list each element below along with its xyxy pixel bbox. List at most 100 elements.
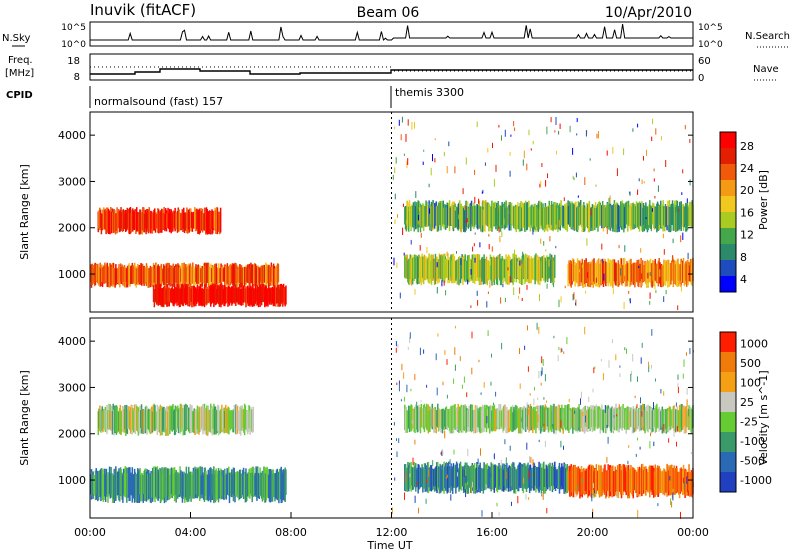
- echo-column: [420, 206, 423, 228]
- echo-column: [502, 203, 504, 225]
- noise-point: [409, 337, 411, 343]
- echo-column: [571, 466, 573, 493]
- echo-column: [660, 411, 662, 430]
- noise-point: [500, 297, 502, 304]
- echo-column: [428, 468, 430, 488]
- echo-column: [563, 408, 565, 427]
- echo-column: [230, 263, 233, 282]
- echo-column: [221, 267, 223, 283]
- noise-point: [509, 170, 511, 177]
- echo-column: [630, 408, 633, 427]
- noise-point: [663, 296, 665, 302]
- echo-column: [590, 207, 592, 232]
- echo-column: [173, 467, 176, 502]
- echo-column: [279, 284, 282, 307]
- echo-column: [163, 264, 165, 286]
- echo-column: [271, 286, 274, 303]
- echo-column: [655, 405, 657, 432]
- echo-column: [161, 406, 163, 436]
- echo-column: [540, 202, 543, 226]
- echo-column: [275, 286, 277, 307]
- noise-point: [484, 162, 486, 166]
- noise-point: [604, 405, 606, 413]
- echo-column: [644, 206, 646, 230]
- echo-column: [608, 262, 611, 283]
- echo-column: [663, 206, 665, 226]
- noise-point: [677, 305, 679, 311]
- echo-column: [517, 261, 519, 279]
- echo-column: [407, 202, 409, 230]
- echo-column: [418, 469, 421, 489]
- echo-column: [492, 405, 495, 430]
- noise-point: [542, 492, 544, 500]
- noise-point: [394, 219, 396, 224]
- echo-column: [677, 409, 679, 432]
- echo-column: [542, 405, 544, 427]
- echo-column: [529, 464, 532, 491]
- echo-column: [602, 468, 605, 491]
- echo-column: [565, 405, 567, 431]
- echo-column: [568, 410, 571, 429]
- echo-column: [205, 408, 207, 431]
- echo-column: [138, 411, 140, 432]
- echo-column: [181, 209, 183, 230]
- echo-column: [191, 267, 193, 283]
- noise-point: [672, 488, 674, 492]
- echo-column: [112, 403, 114, 431]
- echo-column: [441, 464, 444, 491]
- echo-column: [246, 410, 248, 432]
- echo-column: [467, 465, 470, 494]
- echo-column: [603, 410, 605, 428]
- echo-column: [561, 466, 564, 490]
- noise-point: [510, 134, 512, 137]
- noise-point: [592, 388, 594, 393]
- echo-column: [184, 212, 187, 231]
- echo-column: [519, 462, 521, 488]
- echo-column: [206, 287, 209, 303]
- echo-column: [599, 409, 602, 434]
- echo-column: [143, 470, 145, 494]
- echo-column: [645, 206, 648, 230]
- echo-column: [183, 288, 185, 303]
- echo-column: [197, 264, 200, 284]
- echo-column: [640, 204, 642, 227]
- echo-column: [251, 287, 254, 307]
- echo-column: [647, 404, 649, 433]
- echo-column: [429, 255, 431, 283]
- echo-column: [627, 200, 630, 226]
- echo-column: [462, 405, 465, 431]
- echo-column: [282, 284, 284, 307]
- echo-column: [506, 206, 508, 228]
- echo-column: [513, 406, 515, 429]
- echo-column: [232, 409, 235, 433]
- echo-column: [499, 205, 501, 229]
- echo-column: [464, 254, 467, 283]
- echo-column: [406, 254, 408, 279]
- echo-column: [284, 287, 286, 307]
- echo-column: [411, 467, 414, 491]
- noise-point: [499, 236, 501, 243]
- echo-column: [594, 263, 597, 287]
- noise-point: [521, 255, 523, 264]
- echo-column: [262, 475, 264, 501]
- echo-column: [101, 406, 103, 431]
- echo-column: [238, 469, 241, 500]
- colorbar-segment: [720, 276, 736, 293]
- echo-column: [255, 466, 257, 497]
- echo-column: [457, 259, 459, 285]
- echo-column: [178, 288, 181, 308]
- echo-column: [618, 464, 620, 492]
- echo-column: [682, 470, 684, 496]
- noise-point: [577, 485, 579, 491]
- noise-point: [487, 147, 489, 153]
- echo-column: [500, 411, 503, 427]
- echo-column: [151, 212, 154, 234]
- noise-point: [549, 236, 551, 242]
- echo-column: [532, 206, 535, 233]
- echo-column: [440, 200, 442, 231]
- echo-column: [189, 404, 192, 429]
- echo-column: [543, 461, 545, 494]
- noise-point: [606, 150, 608, 156]
- echo-column: [481, 404, 484, 433]
